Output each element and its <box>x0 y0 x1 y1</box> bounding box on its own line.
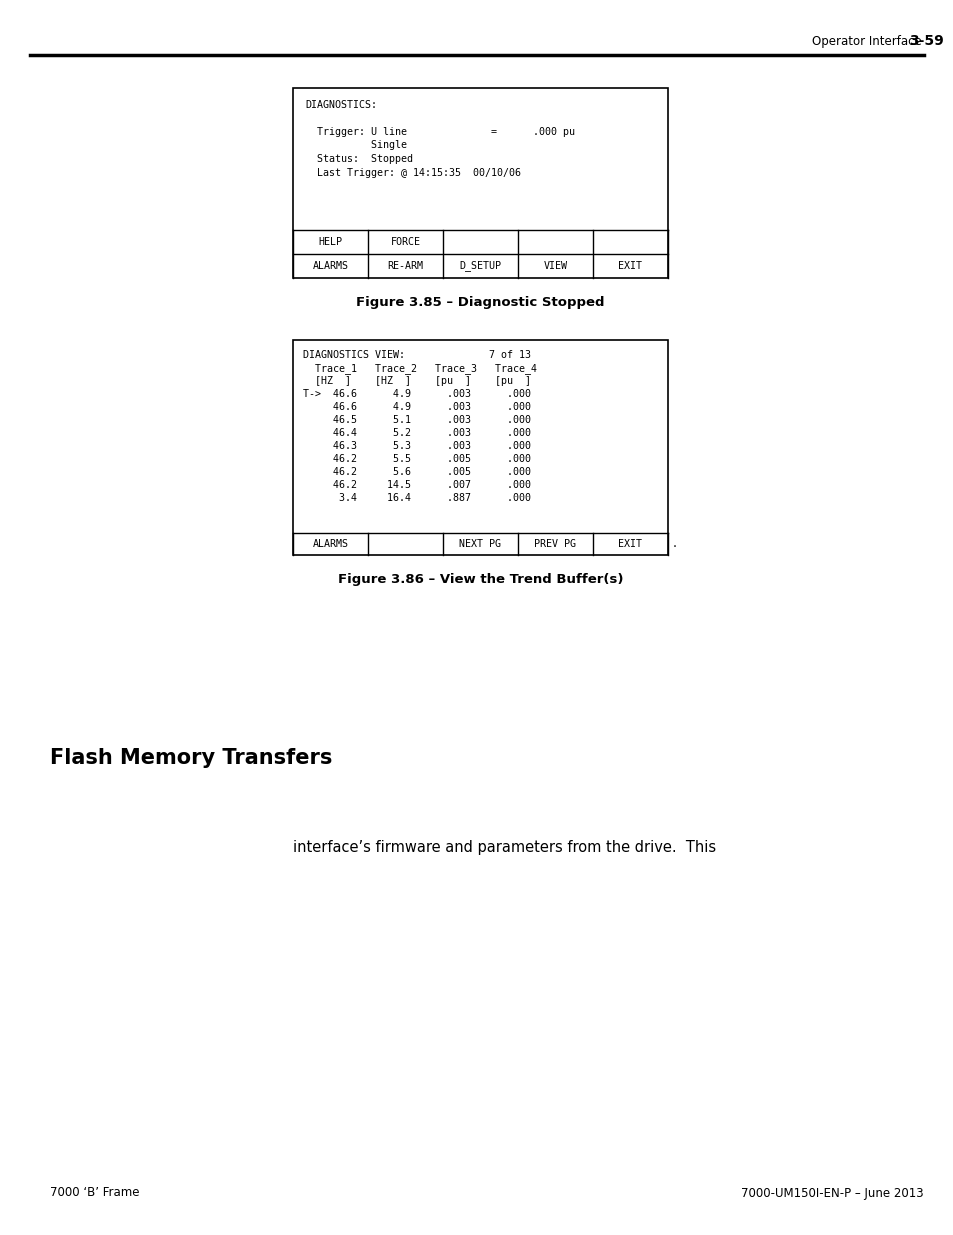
Text: RE-ARM: RE-ARM <box>387 261 423 270</box>
Text: ALARMS: ALARMS <box>313 261 348 270</box>
Text: 7000-UM150I-EN-P – June 2013: 7000-UM150I-EN-P – June 2013 <box>740 1187 923 1199</box>
Text: Figure 3.86 – View the Trend Buffer(s): Figure 3.86 – View the Trend Buffer(s) <box>337 573 622 585</box>
Text: NEXT PG: NEXT PG <box>459 538 501 550</box>
Bar <box>293 88 667 278</box>
Text: DIAGNOSTICS VIEW:              7 of 13: DIAGNOSTICS VIEW: 7 of 13 <box>303 350 531 359</box>
Text: Status:  Stopped: Status: Stopped <box>305 154 413 164</box>
Bar <box>293 340 667 555</box>
Text: Last Trigger: @ 14:15:35  00/10/06: Last Trigger: @ 14:15:35 00/10/06 <box>305 168 520 178</box>
Text: 46.2      5.6      .005      .000: 46.2 5.6 .005 .000 <box>303 467 531 477</box>
Text: 46.2     14.5      .007      .000: 46.2 14.5 .007 .000 <box>303 480 531 490</box>
Text: 46.2      5.5      .005      .000: 46.2 5.5 .005 .000 <box>303 454 531 464</box>
Text: 46.4      5.2      .003      .000: 46.4 5.2 .003 .000 <box>303 429 531 438</box>
Text: 7000 ‘B’ Frame: 7000 ‘B’ Frame <box>50 1187 139 1199</box>
Text: Single: Single <box>305 141 407 151</box>
Text: ALARMS: ALARMS <box>313 538 348 550</box>
Text: DIAGNOSTICS:: DIAGNOSTICS: <box>305 100 376 110</box>
Text: EXIT: EXIT <box>618 261 641 270</box>
Text: D_SETUP: D_SETUP <box>459 261 501 272</box>
Text: 3.4     16.4      .887      .000: 3.4 16.4 .887 .000 <box>303 493 531 503</box>
Text: HELP: HELP <box>318 237 342 247</box>
Text: 46.6      4.9      .003      .000: 46.6 4.9 .003 .000 <box>303 403 531 412</box>
Text: Flash Memory Transfers: Flash Memory Transfers <box>50 748 332 768</box>
Text: Figure 3.85 – Diagnostic Stopped: Figure 3.85 – Diagnostic Stopped <box>355 296 604 309</box>
Text: Trigger: U line              =      .000 pu: Trigger: U line = .000 pu <box>305 127 575 137</box>
Text: 46.3      5.3      .003      .000: 46.3 5.3 .003 .000 <box>303 441 531 451</box>
Text: interface’s firmware and parameters from the drive.  This: interface’s firmware and parameters from… <box>293 840 716 855</box>
Text: VIEW: VIEW <box>543 261 567 270</box>
Text: FORCE: FORCE <box>390 237 420 247</box>
Text: T->  46.6      4.9      .003      .000: T-> 46.6 4.9 .003 .000 <box>303 389 531 399</box>
Text: 46.5      5.1      .003      .000: 46.5 5.1 .003 .000 <box>303 415 531 425</box>
Text: Trace_1   Trace_2   Trace_3   Trace_4: Trace_1 Trace_2 Trace_3 Trace_4 <box>303 363 537 374</box>
Text: 3-59: 3-59 <box>908 35 943 48</box>
Text: [HZ  ]    [HZ  ]    [pu  ]    [pu  ]: [HZ ] [HZ ] [pu ] [pu ] <box>303 375 531 387</box>
Text: PREV PG: PREV PG <box>534 538 576 550</box>
Text: EXIT: EXIT <box>618 538 641 550</box>
Text: Operator Interface: Operator Interface <box>811 35 921 48</box>
Text: .: . <box>671 538 678 550</box>
